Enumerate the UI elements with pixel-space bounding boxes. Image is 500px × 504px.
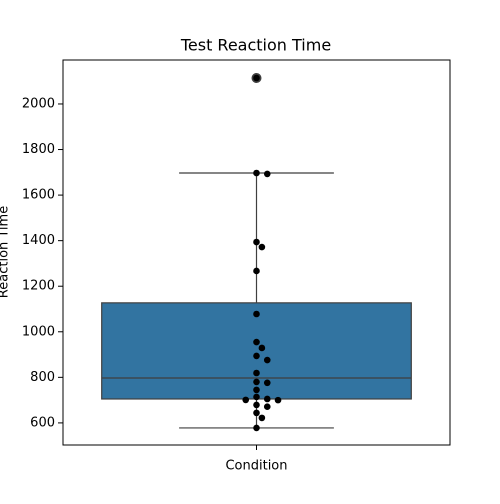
y-tick-label: 1000	[22, 324, 55, 339]
swarm-point	[263, 379, 271, 387]
swarm-point	[253, 267, 260, 275]
y-tick-label: 1800	[22, 142, 55, 157]
chart-title: Test Reaction Time	[180, 36, 331, 55]
swarm-point	[253, 310, 260, 318]
swarm-point	[253, 369, 260, 377]
swarm-point	[258, 243, 266, 251]
swarm-point	[253, 238, 260, 246]
swarm-point	[253, 338, 260, 346]
swarm-point	[253, 424, 260, 432]
x-tick-label: Condition	[225, 459, 287, 474]
swarm-point	[242, 396, 250, 404]
swarm-point	[253, 409, 260, 417]
swarm-point	[274, 396, 282, 404]
swarm-point	[253, 393, 260, 401]
swarm-point	[253, 401, 260, 409]
y-tick-label: 1600	[22, 188, 55, 203]
y-tick-label: 2000	[22, 96, 55, 111]
swarm-point	[253, 169, 260, 177]
y-tick-label: 600	[30, 415, 55, 430]
y-axis-label: Reaction Time	[0, 206, 12, 298]
swarm-point	[258, 414, 266, 422]
swarm-point	[253, 386, 260, 394]
plot-frame	[62, 59, 451, 446]
y-tick-label: 800	[30, 370, 55, 385]
swarm-point	[263, 170, 271, 178]
swarm-point	[263, 395, 271, 403]
swarm-point	[253, 378, 260, 386]
swarm-point	[253, 74, 260, 82]
y-tick-label: 1400	[22, 233, 55, 248]
swarm-point	[263, 403, 271, 411]
swarm-point	[263, 356, 271, 364]
y-tick-label: 1200	[22, 279, 55, 294]
swarm-point	[253, 352, 260, 360]
swarm-point	[258, 344, 266, 352]
